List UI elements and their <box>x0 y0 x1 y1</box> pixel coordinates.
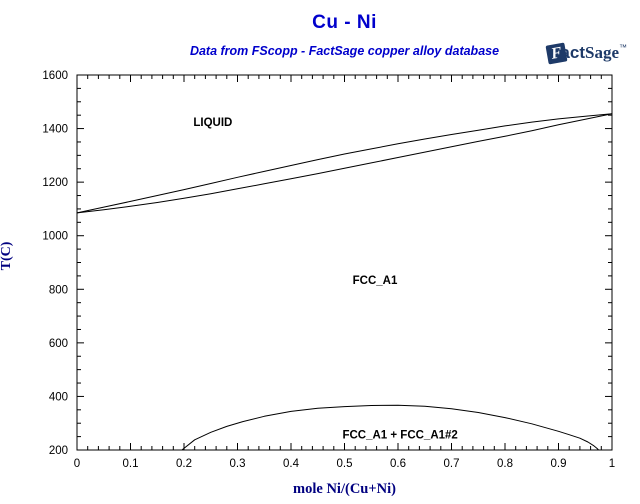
miscibility-gap-boundary-curve <box>181 404 599 451</box>
x-tick-label: 0.2 <box>176 458 192 470</box>
x-axis-label: mole Ni/(Cu+Ni) <box>293 481 396 497</box>
factsage-logo: F act Sage ™ <box>545 40 627 66</box>
x-tick-label: 1 <box>609 458 615 470</box>
phase-region-label: FCC_A1 <box>353 275 398 287</box>
chart-title: Cu - Ni <box>312 12 377 33</box>
chart-subtitle: Data from FScopp - FactSage copper alloy… <box>189 44 500 58</box>
phase-region-label: FCC_A1 + FCC_A1#2 <box>342 429 457 441</box>
x-tick-label: 0.5 <box>337 458 353 470</box>
y-tick-label: 400 <box>49 391 68 403</box>
solidus-curve <box>76 113 613 214</box>
x-tick-label: 0.1 <box>123 458 139 470</box>
y-tick-label: 1400 <box>42 124 68 136</box>
y-tick-label: 1600 <box>42 70 68 82</box>
x-tick-label: 0.6 <box>390 458 406 470</box>
x-tick-label: 0.9 <box>551 458 567 470</box>
plot-frame <box>76 74 613 451</box>
y-tick-label: 1200 <box>42 177 68 189</box>
y-tick-label: 1000 <box>42 231 68 243</box>
x-tick-label: 0.3 <box>230 458 246 470</box>
phase-region-label: LIQUID <box>193 117 232 129</box>
y-tick-label: 800 <box>49 284 68 296</box>
factsage-logo-sage: Sage <box>585 43 619 62</box>
x-tick-label: 0.8 <box>497 458 513 470</box>
factsage-logo-square-icon: F <box>545 41 568 65</box>
x-tick-label: 0.7 <box>444 458 460 470</box>
x-tick-label: 0 <box>74 458 80 470</box>
factsage-logo-f: F <box>550 43 564 62</box>
x-tick-label: 0.4 <box>283 458 300 470</box>
factsage-logo-trademark: ™ <box>619 42 627 52</box>
y-tick-label: 600 <box>49 338 68 350</box>
liquidus-curve <box>76 113 613 214</box>
y-tick-label: 200 <box>49 445 68 457</box>
